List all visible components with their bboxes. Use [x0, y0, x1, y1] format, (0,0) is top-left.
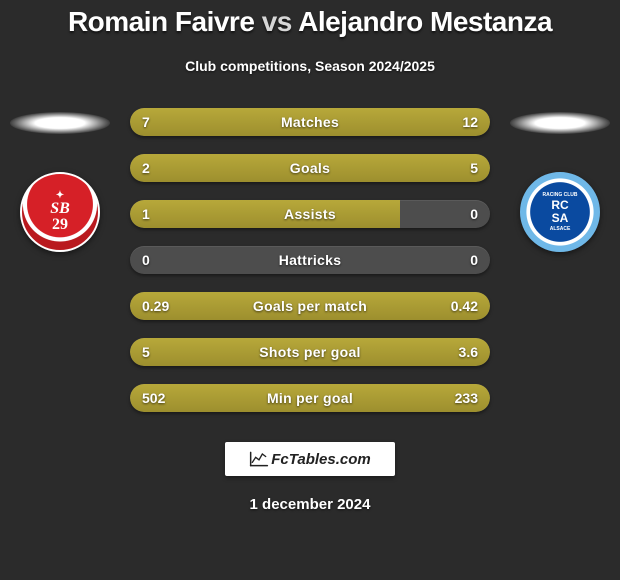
bar-label: Assists [130, 200, 490, 228]
subtitle: Club competitions, Season 2024/2025 [0, 58, 620, 74]
bar-label: Goals per match [130, 292, 490, 320]
chart-icon [249, 450, 269, 468]
bar-row: 0.290.42Goals per match [130, 292, 490, 320]
date-stamp: 1 december 2024 [0, 496, 620, 513]
bar-label: Min per goal [130, 384, 490, 412]
bar-label: Shots per goal [130, 338, 490, 366]
comparison-main: ✦ SB 29 RACING CLUB RCSA ALSACE 712Match… [0, 104, 620, 424]
comparison-title: Romain Faivre vs Alejandro Mestanza [0, 0, 620, 38]
bar-row: 10Assists [130, 200, 490, 228]
bar-label: Goals [130, 154, 490, 182]
left-badge-column: ✦ SB 29 [0, 104, 120, 252]
bar-row: 25Goals [130, 154, 490, 182]
bar-row: 712Matches [130, 108, 490, 136]
player2-name: Alejandro Mestanza [298, 6, 552, 37]
shadow-ellipse-right [510, 112, 610, 134]
right-badge-column: RACING CLUB RCSA ALSACE [500, 104, 620, 252]
bar-row: 53.6Shots per goal [130, 338, 490, 366]
bar-label: Matches [130, 108, 490, 136]
vs-text: vs [262, 6, 292, 37]
club-badge-right: RACING CLUB RCSA ALSACE [520, 172, 600, 252]
club-badge-left: ✦ SB 29 [20, 172, 100, 252]
watermark-text: FcTables.com [271, 451, 370, 468]
shadow-ellipse-left [10, 112, 110, 134]
bar-row: 502233Min per goal [130, 384, 490, 412]
bar-label: Hattricks [130, 246, 490, 274]
bar-row: 00Hattricks [130, 246, 490, 274]
club-badge-right-text: RACING CLUB RCSA ALSACE [543, 191, 578, 233]
club-badge-left-text: ✦ SB 29 [50, 191, 70, 233]
player1-name: Romain Faivre [68, 6, 254, 37]
comparison-bars: 712Matches 25Goals 10Assists 00Hattricks 0.2… [130, 108, 490, 430]
watermark: FcTables.com [225, 442, 395, 476]
